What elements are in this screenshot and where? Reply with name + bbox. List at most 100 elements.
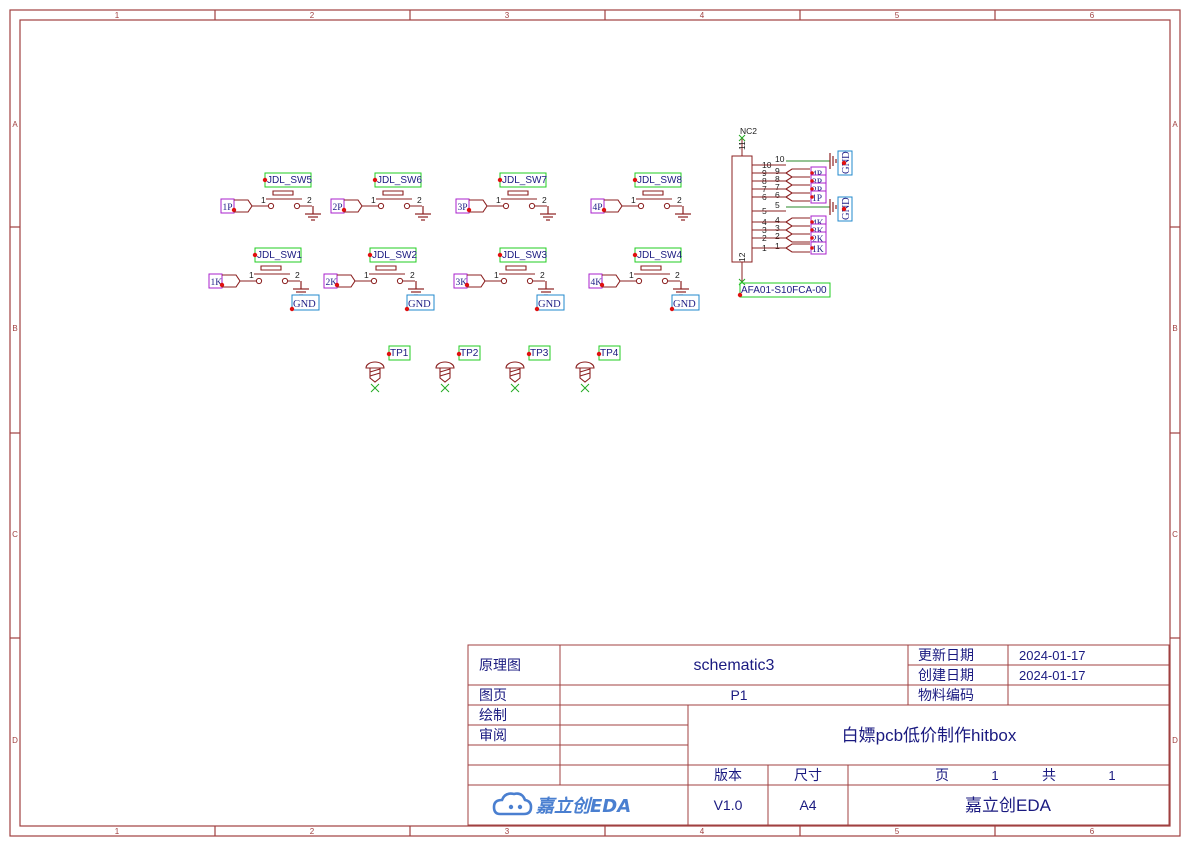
grid-row-label-right: B <box>1172 324 1177 333</box>
switch-contact-2 <box>293 202 301 210</box>
switch-contact-2 <box>663 202 671 210</box>
pin-number-1: 1 <box>364 270 369 280</box>
page-total-label: 共 <box>1042 767 1056 783</box>
net-label: 1K <box>812 245 824 255</box>
connector-pin-number-inner: 2 <box>775 231 780 241</box>
net-label-box <box>590 198 605 214</box>
junction-dot <box>404 306 410 312</box>
gnd-label: GND <box>538 299 561 310</box>
switch-group: 1P 1 2 JDL_SW5 2P 1 2 JDL_SW6 3P 1 2 JDL_SW7 4P 1 2 JDL… <box>208 172 700 312</box>
switch-contact-1 <box>635 277 643 285</box>
connector-pin-number-inner: 7 <box>775 182 780 192</box>
junction-dot <box>810 179 814 183</box>
connector-net-shape <box>785 168 810 178</box>
net-label-4p: 4P <box>593 203 603 213</box>
mount-pin-number: 12 <box>737 252 747 262</box>
switch-contact-1 <box>255 277 263 285</box>
logo-text: 嘉立创EDA <box>535 796 631 817</box>
test-point-screw <box>439 368 451 383</box>
connector-afa01: NC211121010GND994P883P772P661P55GND444K3… <box>731 126 853 298</box>
grid-row-label-left: B <box>12 324 17 333</box>
net-label-box <box>455 198 470 214</box>
connector-pin-number-inner: 8 <box>775 174 780 184</box>
grid-col-label-top: 3 <box>505 11 510 20</box>
connector-shape <box>337 274 356 288</box>
update-date: 2024-01-17 <box>1019 648 1086 663</box>
switch-actuator <box>636 190 672 200</box>
connector-net-shape <box>785 192 810 202</box>
connector-net-shape <box>785 225 810 235</box>
grid-row-label-left: C <box>12 530 18 539</box>
junction-dot <box>289 306 295 312</box>
page-num-label: 页 <box>935 767 949 783</box>
junction-dot <box>601 207 607 213</box>
grid-col-label-top: 1 <box>115 11 120 20</box>
size-value: A4 <box>799 797 816 813</box>
switch-contact-2 <box>403 202 411 210</box>
switch-contact-2 <box>526 277 534 285</box>
switch-contact-2 <box>528 202 536 210</box>
test-point-screw <box>509 368 521 383</box>
junction-dot <box>596 351 602 357</box>
inner-border <box>19 19 1171 827</box>
gnd-label-box <box>536 294 565 311</box>
project-title: 白嫖pcb低价制作hitbox <box>842 726 1017 745</box>
grid-row-label-left: D <box>12 736 18 745</box>
test-point-label: TP4 <box>600 348 619 359</box>
test-point-head <box>575 361 595 369</box>
junction-dot <box>810 187 814 191</box>
test-point-group: TP1 TP2 TP3 TP4 <box>365 345 621 393</box>
gnd-label: GND <box>673 299 696 310</box>
version-label: 版本 <box>714 767 742 783</box>
grid-col-label-top: 4 <box>700 11 705 20</box>
test-point-tp4: TP4 <box>575 345 621 393</box>
test-point-head <box>435 361 455 369</box>
test-point-tp1: TP1 <box>365 345 411 393</box>
switch-jdl_sw8: 4P 1 2 JDL_SW8 <box>590 172 691 221</box>
net-label: 2K <box>812 235 824 245</box>
no-connect-x <box>510 383 520 393</box>
junction-dot <box>599 282 605 288</box>
pin-number-2: 2 <box>542 195 547 205</box>
grid-row-label-right: A <box>1172 120 1178 129</box>
part-label: JDL_SW1 <box>257 250 302 261</box>
switch-jdl_sw2: 2K 1 2 JDL_SW2 GND <box>323 247 435 312</box>
grid-col-label-bottom: 5 <box>895 827 900 836</box>
connector-body <box>731 155 753 263</box>
part-label: JDL_SW3 <box>502 250 547 261</box>
grid-col-label-bottom: 4 <box>700 827 705 836</box>
net-label-3k: 3K <box>456 278 468 288</box>
part-label: JDL_SW7 <box>502 175 547 186</box>
junction-dot <box>810 228 814 232</box>
junction-dot <box>464 282 470 288</box>
junction-dot <box>456 351 462 357</box>
junction-dot <box>810 246 814 250</box>
pin-number-1: 1 <box>631 195 636 205</box>
schematic-label: 原理图 <box>479 657 521 673</box>
nc-label: NC2 <box>740 126 757 136</box>
junction-dot <box>632 252 638 258</box>
net-label-box <box>220 198 235 214</box>
switch-contact-2 <box>661 277 669 285</box>
junction-dot <box>534 306 540 312</box>
connector-pin-number-inner: 5 <box>775 200 780 210</box>
junction-dot <box>810 236 814 240</box>
switch-actuator <box>499 265 535 275</box>
switch-contact-1 <box>267 202 275 210</box>
part-label: JDL_SW4 <box>637 250 682 261</box>
grid-row-label-right: C <box>1172 530 1178 539</box>
switch-jdl_sw1: 1K 1 2 JDL_SW1 GND <box>208 247 320 312</box>
switch-contact-2 <box>281 277 289 285</box>
gnd-label-box <box>671 294 700 311</box>
page-total: 1 <box>1108 768 1115 783</box>
connector-pin-number-inner: 10 <box>775 154 785 164</box>
connector-pin-number-inner: 6 <box>775 190 780 200</box>
junction-dot <box>341 207 347 213</box>
no-connect-x <box>738 134 746 142</box>
title-block-frame <box>467 644 1170 826</box>
junction-dot <box>497 252 503 258</box>
test-point-head <box>365 361 385 369</box>
switch-actuator <box>254 265 290 275</box>
